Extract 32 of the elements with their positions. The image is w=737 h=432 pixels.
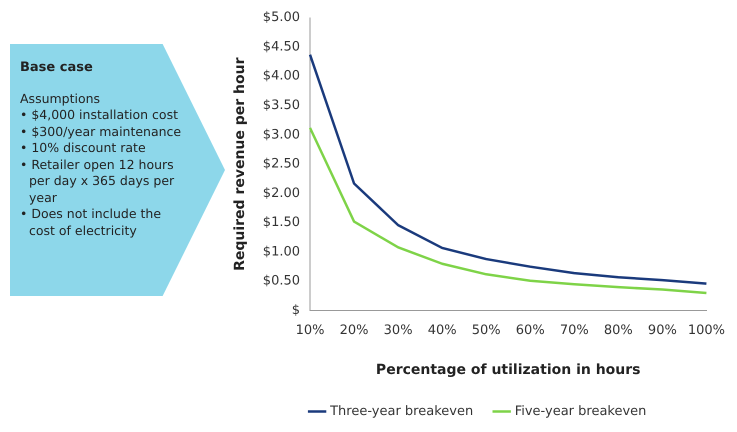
- text: Base case: [20, 60, 94, 76]
- x-axis-title: Percentage of utilization in hours: [376, 362, 641, 378]
- y-tick-label: $5.00: [262, 10, 300, 26]
- x-tick-label: 20%: [340, 322, 369, 338]
- text: Assumptions: [20, 90, 102, 107]
- y-tick-label: $1.50: [262, 215, 300, 230]
- y-axis-title: Required revenue per hour: [232, 57, 248, 271]
- y-tick-label: $2.50: [262, 156, 300, 172]
- y-tick-label: $0.50: [262, 274, 300, 289]
- y-tick-label: $4.50: [262, 39, 300, 54]
- y-tick-label: $3.00: [262, 127, 300, 142]
- x-tick-label: 50%: [472, 322, 501, 338]
- x-tick-label: 30%: [384, 322, 413, 338]
- text: • Does not include the cost of electricity: [20, 206, 162, 239]
- x-tick-label: 70%: [560, 322, 589, 338]
- text: • $4,000 installation cost: [20, 107, 179, 124]
- y-tick-label: $: [292, 302, 300, 318]
- text: • $300/year maintenance: [20, 124, 182, 140]
- y-tick-label: $4.00: [262, 68, 300, 84]
- y-tick-label: $3.50: [262, 98, 300, 114]
- x-tick-label: 10%: [296, 322, 324, 338]
- text: • Retailer open 12 hours per day x 365 days per year: [20, 156, 176, 206]
- x-tick-label: 100%: [688, 322, 726, 338]
- x-tick-label: 80%: [604, 322, 633, 338]
- x-tick-label: 60%: [516, 322, 545, 338]
- y-tick-label: $1.00: [262, 244, 300, 260]
- legend-label: Three-year breakeven: [329, 404, 474, 419]
- legend-label: Five-year breakeven: [514, 404, 646, 419]
- x-tick-label: 40%: [428, 322, 457, 338]
- y-tick-label: $2.00: [262, 186, 300, 201]
- x-tick-label: 90%: [648, 322, 677, 338]
- text: • 10% discount rate: [20, 140, 147, 156]
